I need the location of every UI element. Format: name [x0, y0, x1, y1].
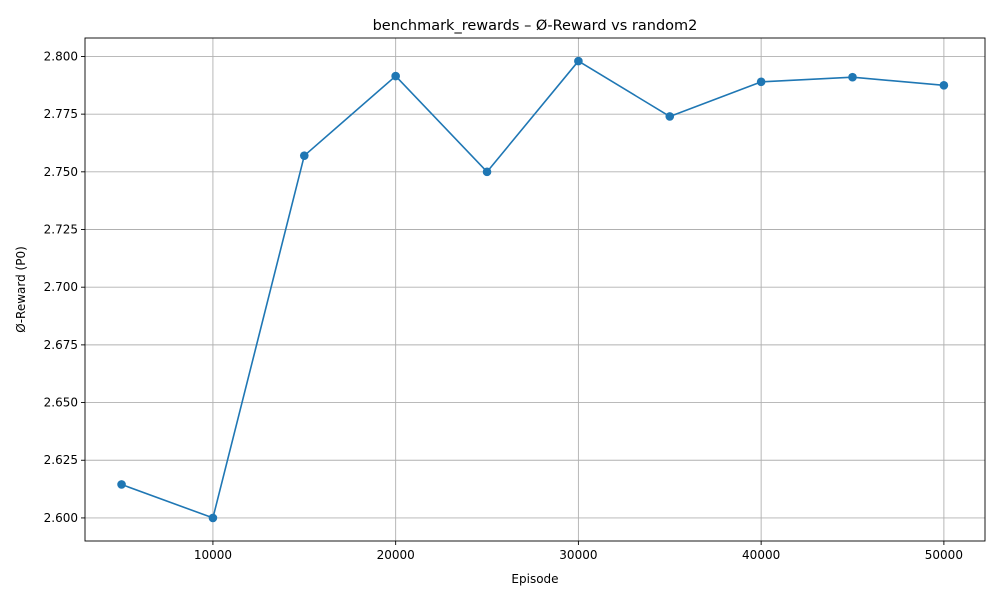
data-point — [117, 480, 126, 489]
y-tick-label: 2.675 — [44, 338, 78, 352]
x-tick-label: 20000 — [377, 548, 415, 562]
y-tick-label: 2.625 — [44, 453, 78, 467]
x-tick-label: 50000 — [925, 548, 963, 562]
data-point — [299, 151, 309, 160]
data-point — [665, 112, 675, 121]
data-point — [574, 56, 583, 66]
data-point — [482, 167, 492, 177]
series-layer — [117, 56, 949, 523]
y-tick-label: 2.650 — [44, 396, 78, 410]
series-line — [121, 60, 944, 519]
y-tick-label: 2.600 — [44, 511, 78, 525]
y-tick-label: 2.725 — [44, 223, 78, 237]
x-tick-label: 10000 — [194, 548, 232, 562]
y-tick-label: 2.750 — [44, 165, 78, 179]
x-tick-label: 30000 — [559, 548, 597, 562]
data-point — [848, 72, 857, 82]
y-axis-label: Ø-Reward (P0) — [14, 246, 28, 333]
ticks: 10000 20000 30000 40000 50000 2.600 2.625 2.650… — [44, 49, 963, 562]
y-tick-label: 2.700 — [44, 280, 78, 294]
y-tick-label: 2.775 — [44, 107, 78, 121]
data-point — [756, 77, 766, 87]
x-tick-label: 40000 — [742, 548, 780, 562]
x-axis-label: Episode — [511, 572, 558, 586]
chart-title: benchmark_rewards – Ø-Reward vs random2 — [373, 18, 698, 34]
data-point — [208, 513, 218, 523]
y-tick-label: 2.800 — [44, 49, 78, 63]
data-point — [939, 81, 949, 90]
plot-frame — [84, 37, 986, 542]
data-point — [391, 71, 400, 81]
